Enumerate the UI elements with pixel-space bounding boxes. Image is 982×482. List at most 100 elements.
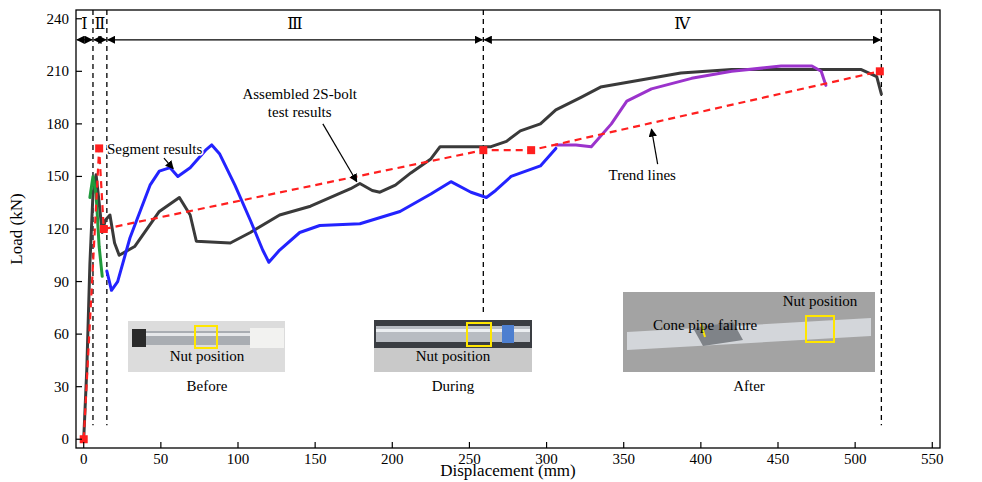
x-tick-label: 350	[612, 451, 635, 467]
y-tick	[76, 176, 82, 177]
annotation: Segment results	[107, 141, 203, 157]
x-tick-label: 50	[153, 451, 168, 467]
x-tick-label: 550	[921, 451, 944, 467]
y-tick	[76, 281, 82, 282]
inset-caption: During	[432, 378, 475, 394]
x-tick-label: 200	[381, 451, 404, 467]
phase-arrow	[484, 39, 880, 40]
y-tick-label: 0	[62, 431, 70, 447]
axes: 0501001502002503003504004505005500306090…	[7, 10, 944, 480]
nut-box	[467, 323, 491, 346]
phase-arrow	[94, 39, 106, 40]
photo-cap	[250, 328, 284, 348]
phase-label: Ⅰ	[81, 15, 87, 32]
annotation-arrow	[651, 129, 657, 164]
annotation: Assembled 2S-bolt test results	[242, 86, 357, 120]
series-group	[80, 66, 884, 443]
series-marker	[95, 144, 103, 152]
photo-bg	[374, 320, 532, 372]
x-tick	[392, 442, 393, 448]
x-tick	[237, 442, 238, 448]
y-tick-label: 60	[54, 326, 69, 342]
phase-label: Ⅱ	[94, 15, 105, 32]
x-tick-label: 450	[767, 451, 790, 467]
y-tick	[76, 71, 82, 72]
phase-label: Ⅲ	[287, 15, 302, 32]
photo-rod	[376, 326, 530, 342]
annotation-line: Segment results	[107, 141, 203, 157]
series-marker	[479, 146, 487, 154]
annotation: Trend lines	[609, 167, 677, 183]
y-tick	[76, 228, 82, 229]
phase-boundary	[483, 10, 484, 313]
series-line	[107, 145, 556, 290]
y-tick-label: 180	[47, 116, 70, 132]
x-tick	[623, 442, 624, 448]
series-marker	[527, 146, 535, 154]
y-tick-label: 240	[47, 11, 70, 27]
series-line	[84, 71, 880, 439]
x-tick	[777, 442, 778, 448]
series-marker	[100, 225, 108, 233]
x-tick-label: 100	[227, 451, 250, 467]
y-tick-label: 210	[47, 63, 70, 79]
x-tick-label: 0	[80, 451, 88, 467]
insets: Nut position Before Nut position During Nut …	[128, 292, 875, 394]
y-tick	[76, 386, 82, 387]
photo	[623, 292, 875, 372]
photo-rod-end	[132, 329, 146, 347]
plot-frame	[76, 10, 940, 448]
nut-box	[806, 316, 834, 342]
x-tick	[469, 442, 470, 448]
annotation-line: Trend lines	[609, 167, 677, 183]
x-tick-label: 500	[844, 451, 867, 467]
y-tick-label: 150	[47, 168, 70, 184]
phase-arrow	[108, 39, 482, 40]
annotation-arrow	[323, 124, 357, 182]
x-axis-title: Displacement (mm)	[440, 461, 576, 480]
x-tick-label: 400	[690, 451, 713, 467]
series-line	[84, 70, 882, 440]
series-marker	[876, 67, 884, 75]
photo-tape	[502, 325, 514, 343]
inset-caption: After	[733, 378, 765, 394]
annotation-line: Assembled 2S-bolt	[242, 86, 357, 102]
x-tick	[160, 442, 161, 448]
phases: ⅠⅡ Ⅲ Ⅳ	[77, 10, 881, 425]
y-tick-label: 90	[54, 274, 69, 290]
x-tick-label: 150	[304, 451, 327, 467]
photo-rod-shine	[146, 333, 256, 336]
y-tick	[76, 18, 82, 19]
x-tick	[932, 442, 933, 448]
annotation-line: test results	[268, 104, 332, 120]
series-line	[556, 66, 826, 147]
phase-arrow	[77, 39, 92, 40]
y-tick	[76, 439, 82, 440]
inset-label: Nut position	[783, 293, 858, 309]
photo-bg	[623, 292, 875, 372]
x-tick	[83, 442, 84, 448]
x-tick	[700, 442, 701, 448]
y-axis-title: Load (kN)	[7, 193, 26, 264]
y-tick-label: 120	[47, 221, 70, 237]
nut-box	[195, 326, 217, 348]
chart: Nut position Before Nut position During Nut …	[0, 0, 982, 482]
photo-top	[374, 320, 532, 348]
inset-caption: Before	[187, 378, 228, 394]
x-tick	[315, 442, 316, 448]
inset-label: Nut position	[416, 348, 491, 364]
photo	[128, 321, 285, 372]
inset-label: Nut position	[170, 348, 245, 364]
x-tick	[855, 442, 856, 448]
annotation-arrow	[164, 158, 173, 169]
photo-bg	[128, 321, 285, 372]
inset-label: Cone pipe failure	[653, 317, 757, 333]
y-tick	[76, 123, 82, 124]
photo-rod	[146, 331, 256, 345]
annotations: Segment results Assembled 2S-bolt test res…	[107, 86, 676, 183]
photo	[374, 320, 532, 372]
y-tick	[76, 334, 82, 335]
phase-label: Ⅳ	[674, 15, 691, 32]
x-tick	[546, 442, 547, 448]
y-tick-label: 30	[54, 379, 69, 395]
